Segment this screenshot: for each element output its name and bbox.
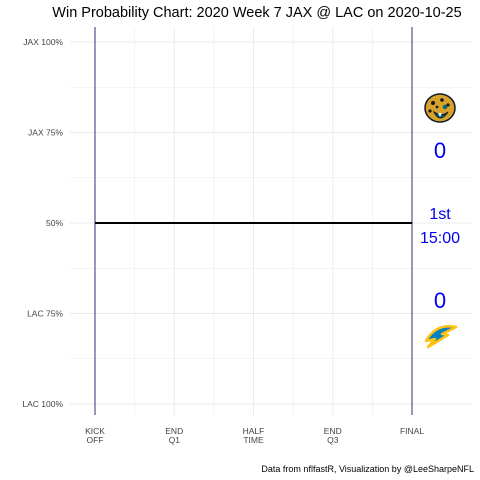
game-clock: 15:00	[420, 230, 460, 247]
y-tick-label: JAX 75%	[28, 128, 63, 138]
x-tick-label: FINAL	[400, 426, 424, 436]
quarter-lines	[94, 27, 413, 415]
jaguars-logo	[424, 93, 456, 123]
chart-title: Win Probability Chart: 2020 Week 7 JAX @…	[52, 5, 461, 21]
y-tick-label: LAC 75%	[27, 309, 63, 319]
y-axis-ticks: JAX 100% JAX 75% 50% LAC 75% LAC 100%	[22, 37, 63, 409]
x-tick-label: HALF	[243, 426, 265, 436]
x-tick-label: TIME	[243, 435, 264, 445]
y-tick-label: JAX 100%	[23, 37, 63, 47]
x-tick-label: Q3	[327, 435, 339, 445]
game-quarter: 1st	[429, 206, 451, 223]
x-tick-label: Q1	[169, 435, 181, 445]
x-tick-label: END	[324, 426, 342, 436]
away-score: 0	[434, 138, 446, 163]
home-score: 0	[434, 288, 446, 313]
x-tick-label: END	[165, 426, 183, 436]
chargers-logo	[424, 325, 458, 349]
chart-caption: Data from nflfastR, Visualization by @Le…	[261, 464, 474, 474]
x-tick-label: KICK	[85, 426, 105, 436]
x-tick-label: OFF	[87, 435, 104, 445]
y-tick-label: LAC 100%	[22, 399, 63, 409]
y-tick-label: 50%	[46, 218, 63, 228]
